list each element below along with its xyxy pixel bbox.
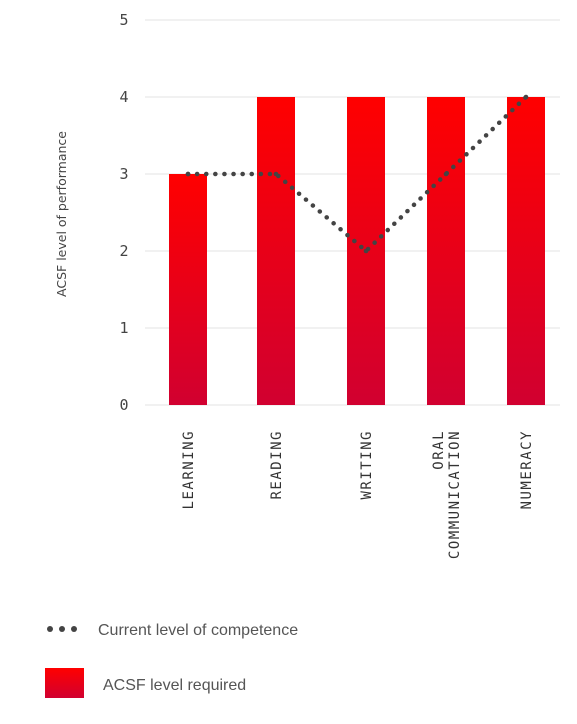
y-tick-label: 4 — [119, 88, 128, 106]
x-tick-label: ORAL — [431, 430, 447, 470]
competence-line — [185, 94, 529, 255]
red-square-marker-icon — [45, 668, 84, 698]
y-tick-label: 3 — [119, 165, 128, 183]
x-tick-label: COMMUNICATION — [447, 430, 463, 559]
legend-label-required: ACSF level required — [103, 677, 246, 694]
bar — [257, 97, 295, 405]
x-tick-label: READING — [269, 430, 285, 500]
line-point — [363, 248, 369, 254]
x-tick-label: WRITING — [359, 430, 375, 500]
dots-marker-icon — [47, 626, 77, 632]
y-axis-ticks: 0 1 2 3 4 5 — [119, 11, 128, 414]
y-tick-label: 5 — [119, 11, 128, 29]
line-point — [443, 171, 449, 177]
x-axis-categories: LEARNING READING WRITING ORAL COMMUNICATION N… — [181, 430, 535, 559]
y-axis-label: ACSF level of performance — [54, 131, 69, 297]
legend: Current level of competence ACSF level r… — [45, 622, 298, 698]
legend-item-required: ACSF level required — [45, 668, 246, 698]
bar — [507, 97, 545, 405]
legend-label-competence: Current level of competence — [98, 622, 298, 639]
line-point — [185, 171, 191, 177]
line-point — [273, 171, 279, 177]
line-point — [523, 94, 529, 100]
y-tick-label: 2 — [119, 242, 128, 260]
x-tick-label: NUMERACY — [519, 430, 535, 509]
x-tick-label: LEARNING — [181, 430, 197, 509]
legend-item-competence: Current level of competence — [47, 622, 298, 639]
competence-line-path — [185, 94, 529, 255]
bar — [169, 174, 207, 405]
bar — [427, 97, 465, 405]
y-tick-label: 0 — [119, 396, 128, 414]
y-tick-label: 1 — [119, 319, 128, 337]
